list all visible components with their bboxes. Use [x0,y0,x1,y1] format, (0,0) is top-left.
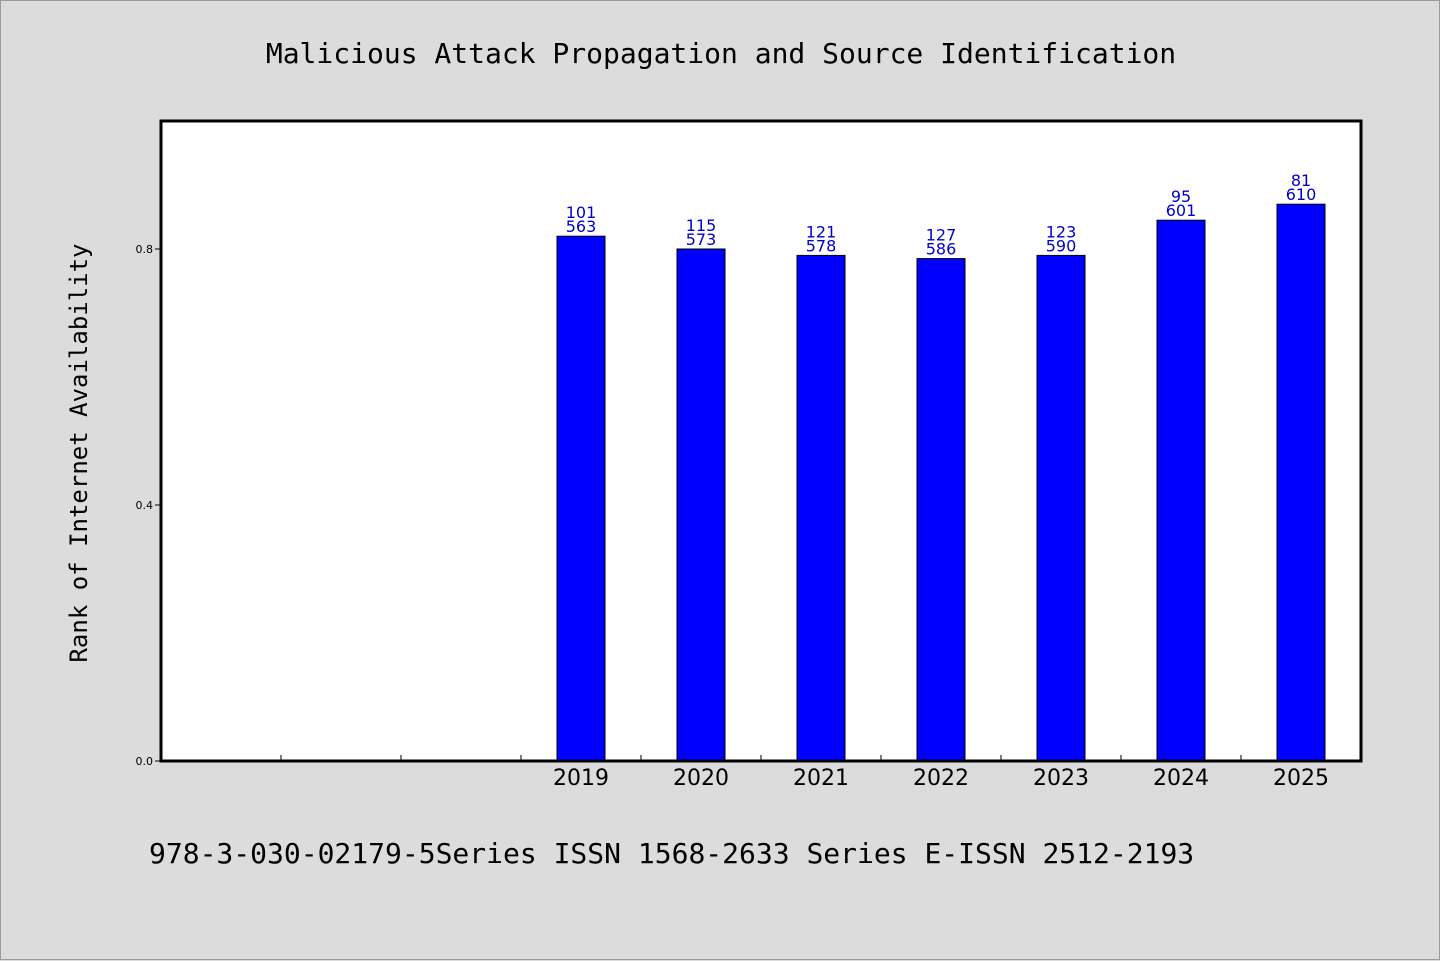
chart-title: Malicious Attack Propagation and Source … [266,37,1176,70]
data-label-top-2025: 81 [1291,171,1311,190]
data-label-bottom-2022: 586 [926,240,957,259]
x-tick-label-2025: 2025 [1273,766,1329,791]
y-axis-label: Rank of Internet Availability [65,243,93,662]
ticks-group: 0.0 0.4 0.8 2019 2020 2021 2022 2023 2024 2025 [136,243,1330,791]
data-label-bottom-2019: 563 [566,217,597,236]
y-tick-label: 0.8 [136,243,154,256]
y-tick-label: 0.4 [136,499,154,512]
bar-2019 [556,235,606,762]
data-label-top-2022: 127 [926,226,957,245]
x-tick-label-2022: 2022 [913,766,969,791]
data-label-top-2024: 95 [1171,187,1191,206]
bar-2020 [676,248,726,762]
plot-border [159,119,1363,763]
data-label-bottom-2025: 610 [1286,185,1317,204]
data-label-top-2021: 121 [806,222,837,241]
data-label-bottom-2021: 578 [806,236,837,255]
bar-2024 [1156,219,1206,762]
bar-2021 [796,254,846,762]
x-tick-label-2021: 2021 [793,766,849,791]
data-label-bottom-2023: 590 [1046,236,1077,255]
data-label-top-2023: 123 [1046,222,1077,241]
x-tick-label-2019: 2019 [553,766,609,791]
bar-2022 [916,258,966,762]
bar-2025 [1276,203,1326,762]
data-label-bottom-2024: 601 [1166,201,1197,220]
footer-isbn-text: 978-3-030-02179-5Series ISSN 1568-2633 S… [149,837,1194,870]
data-label-bottom-2020: 573 [686,230,717,249]
x-tick-label-2024: 2024 [1153,766,1209,791]
x-tick-label-2020: 2020 [673,766,729,791]
data-label-top-2020: 115 [686,216,717,235]
x-tick-label-2023: 2023 [1033,766,1089,791]
y-tick-label: 0.0 [136,755,154,768]
data-label-top-2019: 101 [566,203,597,222]
bar-2023 [1036,254,1086,762]
